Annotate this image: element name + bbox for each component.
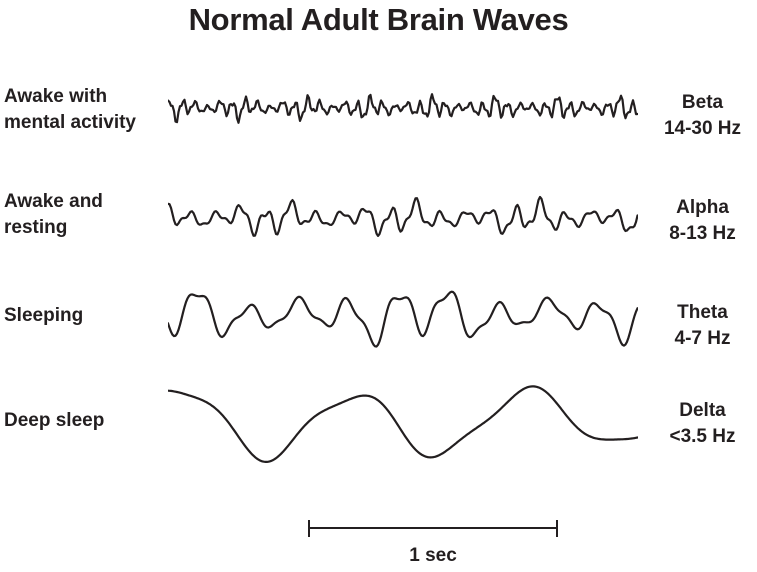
state-label-awake-mental: Awake with mental activity [4,86,136,133]
band-label-beta: Beta 14-30 Hz [648,90,757,142]
scale-bar-rule [308,527,558,529]
scale-bar-line [308,520,558,537]
band-name: Theta [677,302,728,323]
time-scale-bar: 1 sec [308,520,558,567]
state-label-deep-sleep: Deep sleep [4,410,105,431]
diagram-title: Normal Adult Brain Waves [188,2,569,37]
scale-bar-right-tick [556,520,558,537]
alpha-waveform-icon [168,195,638,238]
band-label-delta: Delta <3.5 Hz [648,398,757,450]
band-frequency: <3.5 Hz [669,426,736,447]
band-label-alpha: Alpha 8-13 Hz [648,195,757,247]
wave-trace-delta [168,372,638,472]
scale-bar-label: 1 sec [409,545,457,566]
delta-waveform-icon [168,385,638,464]
band-frequency: 8-13 Hz [669,223,736,244]
beta-waveform-icon [168,93,638,124]
band-name: Alpha [676,197,729,218]
band-name: Beta [681,92,724,113]
band-frequency: 4-7 Hz [674,328,731,349]
band-label-theta: Theta 4-7 Hz [648,300,757,352]
band-name: Delta [679,400,726,421]
band-frequency: 14-30 Hz [663,118,742,139]
wave-trace-theta [168,275,638,355]
state-label-awake-resting: Awake and resting [4,191,103,238]
theta-waveform-icon [168,290,638,348]
state-label-sleeping: Sleeping [4,305,84,326]
wave-trace-beta [168,84,638,132]
wave-trace-alpha [168,187,638,249]
